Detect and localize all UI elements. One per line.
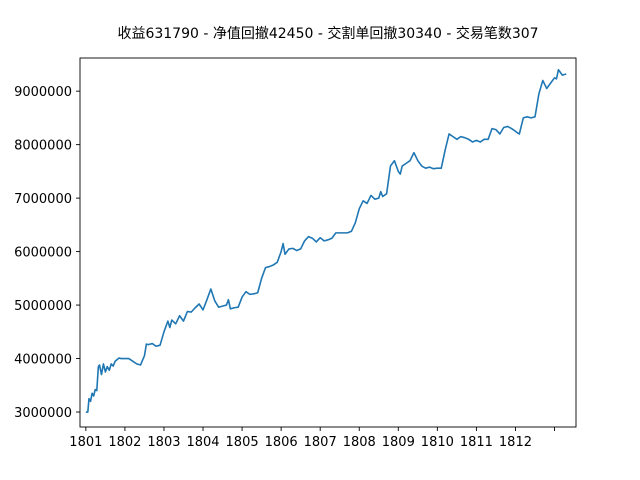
x-tick-label: 1807 [304, 435, 337, 450]
x-tick-label: 1803 [147, 435, 180, 450]
x-tick-label: 1811 [460, 435, 493, 450]
y-tick-label: 5000000 [14, 299, 72, 314]
y-tick-label: 3000000 [14, 406, 72, 421]
x-tick-label: 1805 [226, 435, 259, 450]
x-axis-ticks: 1801 1802 1803 1804 1805 1806 1807 1808 1809 1810… [69, 427, 555, 450]
y-tick-label: 8000000 [14, 139, 72, 154]
y-tick-label: 6000000 [14, 246, 72, 261]
x-tick-label: 1804 [186, 435, 219, 450]
y-tick-label: 9000000 [14, 85, 72, 100]
x-tick-label: 1808 [343, 435, 376, 450]
x-tick-label: 1809 [382, 435, 415, 450]
series-layer [85, 68, 567, 413]
x-tick-label: 1801 [69, 435, 102, 450]
y-tick-label: 4000000 [14, 353, 72, 368]
chart-title: 收益631790 - 净值回撤42450 - 交割单回撤30340 - 交易笔数… [117, 25, 538, 42]
series-line-0 [85, 68, 567, 413]
x-tick-label: 1810 [421, 435, 454, 450]
y-axis-ticks: 3000000 4000000 5000000 6000000 7000000 80000… [14, 85, 80, 421]
plot-area-frame [79, 57, 577, 428]
x-tick-label: 1806 [265, 435, 298, 450]
x-tick-label: 1812 [499, 435, 532, 450]
x-tick-label: 1802 [108, 435, 141, 450]
y-tick-label: 7000000 [14, 192, 72, 207]
